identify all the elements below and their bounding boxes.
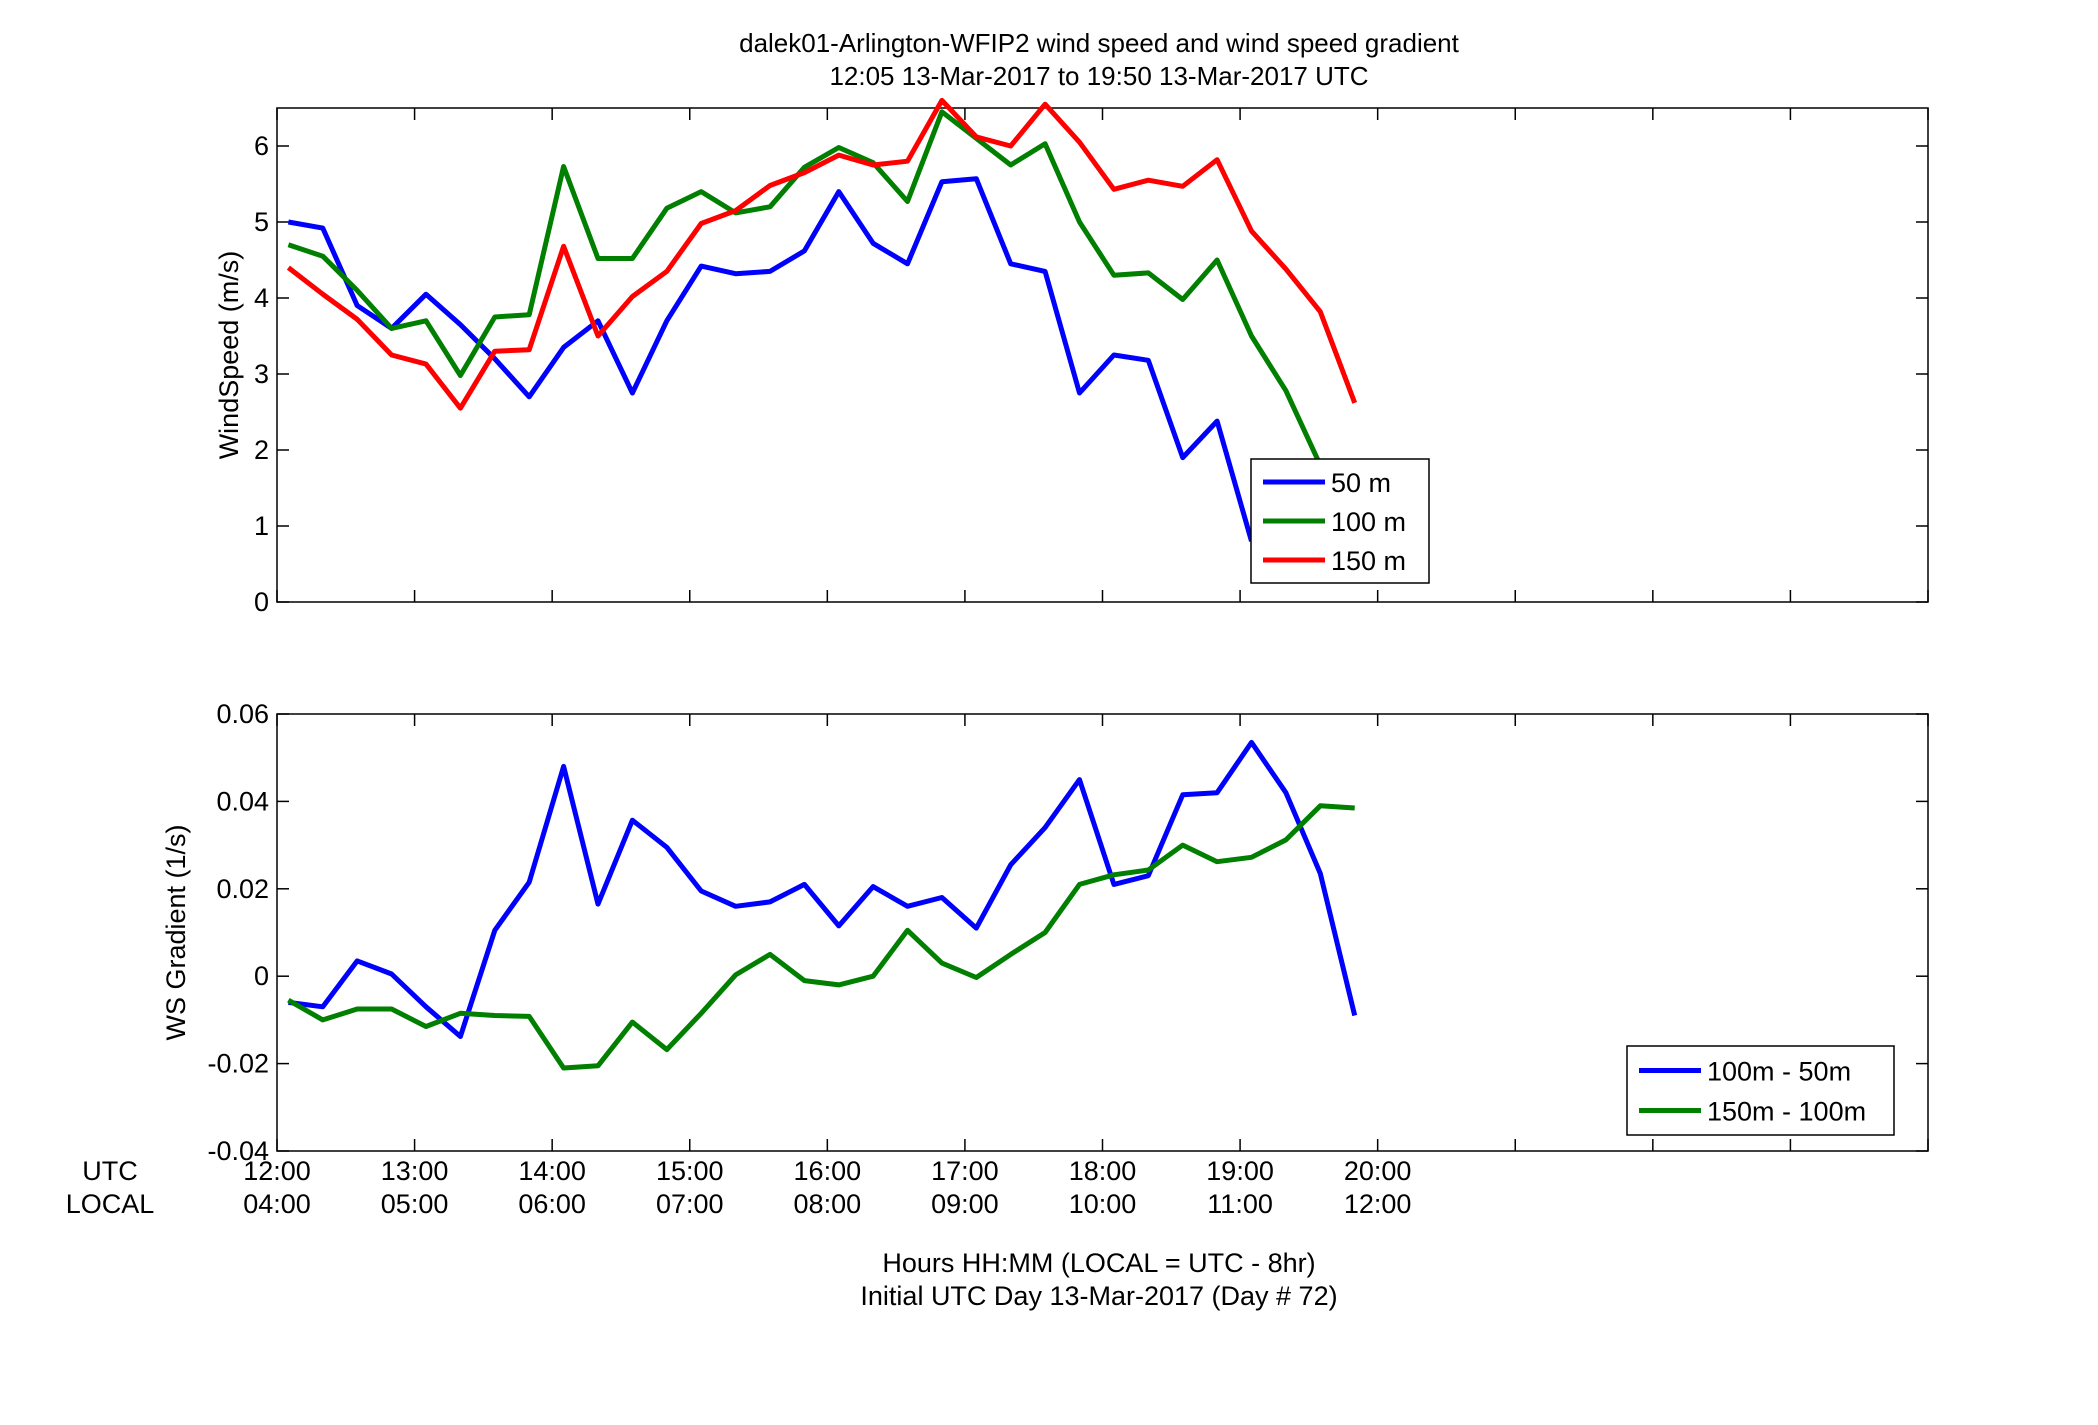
wind-speed-legend-entry: 150 m xyxy=(1331,546,1406,576)
x-axis-label: Hours HH:MM (LOCAL = UTC - 8hr) xyxy=(882,1248,1315,1278)
local-tick-label: 12:00 xyxy=(1344,1189,1412,1219)
utc-tick-label: 12:00 xyxy=(243,1156,311,1186)
ws-gradient-y-tick-label: 0 xyxy=(254,961,269,991)
ws-gradient-legend-entry: 100m - 50m xyxy=(1707,1057,1851,1087)
wind-speed-legend: 50 m 100 m 150 m xyxy=(1250,458,1430,584)
ws-gradient-series-100m-50m xyxy=(288,739,1358,1039)
wind-speed-y-tick-label: 1 xyxy=(254,511,269,541)
utc-tick-label: 13:00 xyxy=(381,1156,449,1186)
utc-row-label: UTC xyxy=(82,1156,138,1186)
ws-gradient-y-axis-label: WS Gradient (1/s) xyxy=(161,824,191,1040)
wind-speed-panel: 0 1 2 3 4 5 6 WindSpeed (m/s) 50 m 100 m 150 m xyxy=(214,97,1929,617)
local-tick-label: 04:00 xyxy=(243,1189,311,1219)
wind-speed-plot-area xyxy=(276,107,1929,603)
utc-tick-label: 14:00 xyxy=(518,1156,586,1186)
ws-gradient-series-150m-100m xyxy=(287,803,1355,1071)
wind-speed-y-tick-label: 5 xyxy=(254,207,269,237)
wind-speed-series-50-m xyxy=(287,176,1254,542)
utc-tick-label: 15:00 xyxy=(656,1156,724,1186)
local-tick-label: 09:00 xyxy=(931,1189,999,1219)
utc-tick-label: 18:00 xyxy=(1069,1156,1137,1186)
wind-speed-y-tick-label: 0 xyxy=(254,587,269,617)
wind-speed-series-150-m xyxy=(286,97,1358,411)
utc-tick-label: 16:00 xyxy=(794,1156,862,1186)
wind-speed-legend-entry: 100 m xyxy=(1331,507,1406,537)
wind-speed-y-tick-label: 2 xyxy=(254,435,269,465)
local-row-label: LOCAL xyxy=(66,1189,155,1219)
wind-speed-y-tick-label: 6 xyxy=(254,131,269,161)
wind-speed-legend-entry: 50 m xyxy=(1331,468,1391,498)
utc-tick-label: 19:00 xyxy=(1206,1156,1274,1186)
chart-subtitle: 12:05 13-Mar-2017 to 19:50 13-Mar-2017 U… xyxy=(829,61,1368,91)
utc-tick-label: 20:00 xyxy=(1344,1156,1412,1186)
ws-gradient-legend-entry: 150m - 100m xyxy=(1707,1097,1866,1127)
wind-speed-series-100-m xyxy=(287,109,1323,467)
x-axis-sublabel: Initial UTC Day 13-Mar-2017 (Day # 72) xyxy=(860,1281,1337,1311)
local-tick-label: 06:00 xyxy=(518,1189,586,1219)
ws-gradient-y-tick-label: -0.04 xyxy=(207,1136,269,1166)
ws-gradient-legend-box xyxy=(1626,1045,1895,1136)
local-tick-label: 10:00 xyxy=(1069,1189,1137,1219)
local-tick-label: 08:00 xyxy=(794,1189,862,1219)
local-tick-label: 07:00 xyxy=(656,1189,724,1219)
wind-speed-y-tick-label: 3 xyxy=(254,359,269,389)
ws-gradient-y-tick-label: 0.04 xyxy=(216,786,269,816)
wind-speed-y-axis-label: WindSpeed (m/s) xyxy=(214,251,244,460)
utc-tick-label: 17:00 xyxy=(931,1156,999,1186)
ws-gradient-y-tick-label: 0.06 xyxy=(216,699,269,729)
ws-gradient-legend: 100m - 50m 150m - 100m xyxy=(1626,1045,1895,1136)
local-tick-label: 11:00 xyxy=(1207,1189,1273,1219)
local-tick-label: 05:00 xyxy=(381,1189,449,1219)
wind-speed-y-tick-label: 4 xyxy=(254,283,269,313)
wind-gradient-panel: -0.04 -0.02 0 0.02 0.04 0.06 WS Gradient (1/s)… xyxy=(161,699,1929,1166)
ws-gradient-y-tick-label: 0.02 xyxy=(216,874,269,904)
time-axis-labels: 12:00 13:00 14:00 15:00 16:00 17:00 18:00 19:00… xyxy=(243,1156,1411,1219)
chart-title: dalek01-Arlington-WFIP2 wind speed and w… xyxy=(739,28,1460,58)
ws-gradient-y-tick-label: -0.02 xyxy=(207,1049,269,1079)
